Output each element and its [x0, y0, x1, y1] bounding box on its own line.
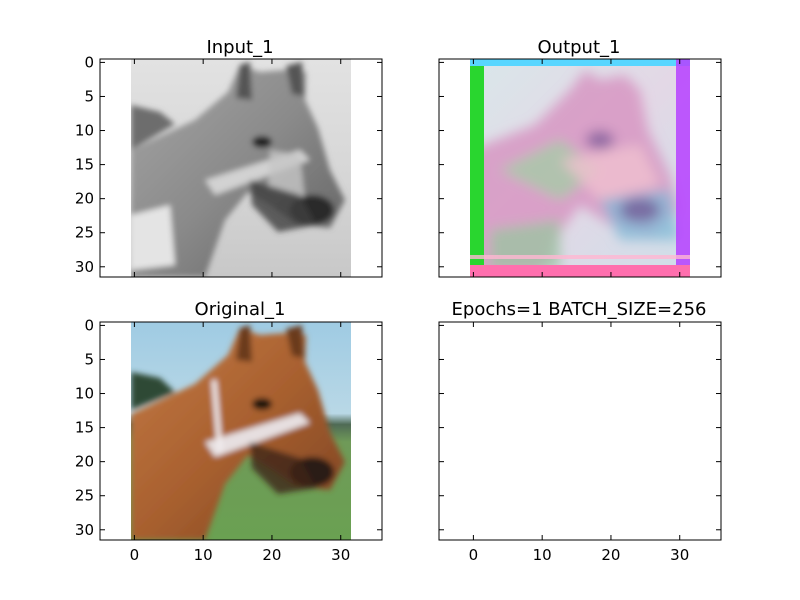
- y-tick-label: 25: [75, 487, 94, 505]
- y-tick-label: 0: [84, 53, 94, 71]
- y-tick-label: 20: [75, 453, 94, 471]
- panel-output: Output_1: [438, 37, 722, 278]
- y-tick-label: 15: [75, 156, 94, 174]
- axes-frame-original: [99, 321, 383, 541]
- y-tick-label: 10: [75, 122, 94, 140]
- y-tick-label: 5: [84, 87, 94, 105]
- panel-input: Input_1: [99, 37, 383, 278]
- tick-layer: 0 5 10 15 20 25 30 0 5 10 15 20 25 30 0 10 20 30 0 10 20 30: [75, 53, 721, 564]
- x-tick-label: 10: [194, 546, 213, 564]
- axes-frame-output: [438, 58, 722, 278]
- panel-title-input: Input_1: [206, 37, 273, 58]
- axes-frame-input: [99, 58, 383, 278]
- panel-original: Original_1: [99, 299, 383, 541]
- y-tick-label: 5: [84, 350, 94, 368]
- y-tick-label: 10: [75, 385, 94, 403]
- panel-title-output: Output_1: [538, 37, 621, 58]
- x-tick-label: 20: [262, 546, 281, 564]
- panel-title-original: Original_1: [195, 299, 286, 320]
- x-tick-label: 30: [670, 546, 689, 564]
- panel-info: Epochs=1 BATCH_SIZE=256: [438, 299, 722, 541]
- x-tick-label: 30: [331, 546, 350, 564]
- y-tick-label: 20: [75, 190, 94, 208]
- panel-title-info: Epochs=1 BATCH_SIZE=256: [452, 299, 707, 320]
- y-tick-label: 0: [84, 316, 94, 334]
- y-tick-label: 25: [75, 224, 94, 242]
- x-tick-label: 0: [469, 546, 479, 564]
- y-tick-label: 15: [75, 419, 94, 437]
- y-tick-label: 30: [75, 258, 94, 276]
- output-image: [470, 59, 690, 277]
- axes-frame-info: [438, 321, 722, 541]
- x-tick-label: 10: [533, 546, 552, 564]
- y-tick-label: 30: [75, 521, 94, 539]
- x-tick-label: 20: [601, 546, 620, 564]
- input-image: [131, 59, 351, 277]
- original-image: [131, 322, 351, 540]
- x-tick-label: 0: [130, 546, 140, 564]
